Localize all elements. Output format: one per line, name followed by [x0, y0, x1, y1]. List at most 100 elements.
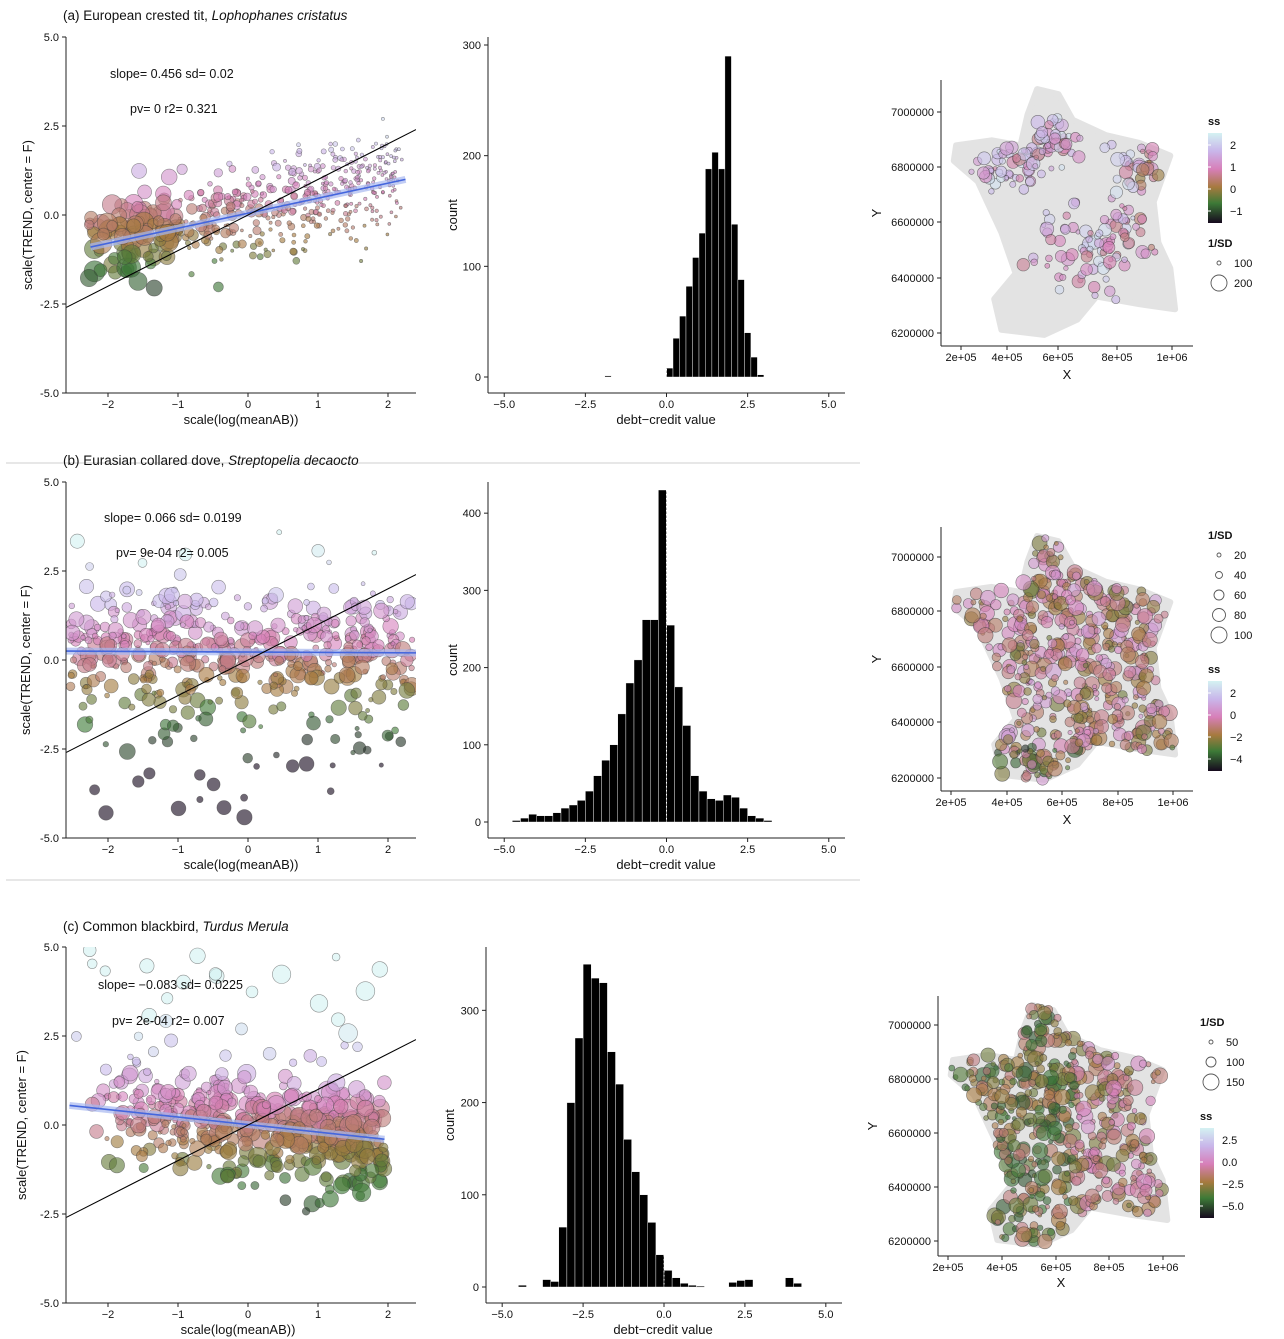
- scatter-point: [340, 181, 345, 186]
- scatter-point: [313, 222, 321, 229]
- size-legend-label: 200: [1234, 278, 1252, 290]
- map-point: [1037, 169, 1046, 179]
- scatter-point: [334, 200, 341, 206]
- map-point: [1045, 594, 1054, 602]
- scatter-point: [186, 203, 198, 215]
- scatter-point: [357, 201, 362, 206]
- scatter-point: [380, 674, 387, 681]
- scatter-point: [135, 609, 152, 625]
- scatter-point: [393, 148, 398, 153]
- scatter-point: [273, 751, 280, 759]
- map-point: [1060, 138, 1073, 151]
- map-point: [1121, 696, 1129, 704]
- scatter-point: [239, 197, 245, 203]
- map-point: [1051, 674, 1059, 682]
- map-point: [1038, 147, 1046, 155]
- scatter-point: [319, 163, 326, 169]
- map-point: [1048, 1102, 1061, 1115]
- map-point: [1137, 214, 1147, 224]
- map-point: [1075, 648, 1090, 662]
- scatter-point: [331, 631, 340, 639]
- scatter-point: [145, 279, 163, 297]
- scatter-point: [120, 661, 132, 673]
- y-tick-label: 0: [475, 817, 481, 829]
- y-tick-label: 0.0: [44, 655, 59, 667]
- scatter-point: [355, 170, 360, 175]
- histogram-bar: [560, 807, 570, 823]
- y-tick-label: 0.0: [44, 1120, 59, 1132]
- y-tick-label: 5.0: [44, 942, 59, 954]
- map-panel-c: 2e+05 4e+05 6e+05 8e+05 1e+06 7000000 6800000 6…: [865, 996, 1244, 1290]
- y-tick-label: 2.5: [44, 1031, 59, 1043]
- scatter-point: [127, 1053, 134, 1061]
- scatter-point: [385, 662, 399, 676]
- scatter-annotation-pv: pv= 9e-04 r2= 0.005: [116, 546, 229, 560]
- scatter-point: [271, 248, 276, 253]
- scatter-point: [276, 529, 283, 536]
- map-point: [1148, 1195, 1162, 1209]
- scatter-point: [309, 994, 329, 1013]
- map-point: [1063, 699, 1072, 708]
- map-point: [1127, 1121, 1136, 1131]
- histogram-bar: [650, 619, 659, 823]
- map-point: [1074, 738, 1084, 747]
- map-point: [1114, 645, 1123, 654]
- map-point: [990, 1061, 996, 1067]
- identity-line: [66, 1039, 416, 1219]
- scatter-point: [383, 160, 388, 164]
- histogram-bar: [512, 820, 521, 823]
- scatter-point: [261, 597, 269, 605]
- scatter-point: [289, 247, 298, 256]
- map-point: [1044, 142, 1052, 150]
- map-point: [1022, 771, 1032, 781]
- scatter-point: [236, 809, 253, 826]
- map-point: [1123, 730, 1134, 741]
- y-axis-label: count: [445, 644, 460, 676]
- scatter-point: [164, 1033, 178, 1048]
- x-tick-label: −2.5: [575, 844, 597, 856]
- x-tick-label: 2: [385, 399, 391, 411]
- scatter-point: [358, 178, 363, 183]
- scatter-point: [144, 669, 154, 679]
- scatter-point: [174, 933, 184, 943]
- map-point: [1039, 221, 1055, 237]
- x-tick-label: −5.0: [493, 399, 515, 411]
- x-axis-label: debt−credit value: [613, 1322, 712, 1337]
- scatter-point: [345, 1114, 363, 1132]
- scatter-point: [393, 608, 399, 615]
- map-point: [1135, 227, 1146, 238]
- map-point: [1037, 1006, 1052, 1021]
- scatter-point: [196, 795, 204, 803]
- map-point: [1047, 638, 1058, 649]
- map-point: [1115, 616, 1131, 633]
- x-tick-label: 1e+06: [1157, 352, 1188, 364]
- scatter-point: [300, 247, 305, 252]
- scatter-point: [205, 603, 212, 611]
- map-point: [1095, 229, 1104, 238]
- scatter-point: [320, 630, 333, 644]
- map-point: [983, 1115, 989, 1121]
- scatter-point: [161, 168, 178, 186]
- scatter-point: [217, 675, 223, 681]
- map-point: [1084, 1188, 1100, 1204]
- scatter-point: [343, 203, 348, 208]
- map-point: [990, 1102, 998, 1110]
- ss-legend-title: ss: [1208, 116, 1220, 128]
- scatter-point: [325, 715, 334, 724]
- map-point: [1118, 1177, 1128, 1188]
- scatter-point: [370, 145, 375, 149]
- map-point: [1064, 1170, 1071, 1177]
- map-point: [1133, 694, 1139, 700]
- scatter-point: [350, 687, 362, 699]
- scatter-point: [409, 636, 416, 643]
- map-point: [1135, 592, 1150, 607]
- map-point: [1072, 571, 1081, 581]
- scatter-point: [303, 1049, 317, 1063]
- scatter-point: [128, 703, 136, 711]
- scatter-point: [67, 671, 75, 679]
- x-tick-label: 8e+05: [1103, 797, 1134, 809]
- scatter-point: [110, 615, 119, 624]
- map-point: [1115, 1148, 1130, 1163]
- map-point: [1041, 534, 1050, 543]
- scatter-point: [268, 220, 273, 225]
